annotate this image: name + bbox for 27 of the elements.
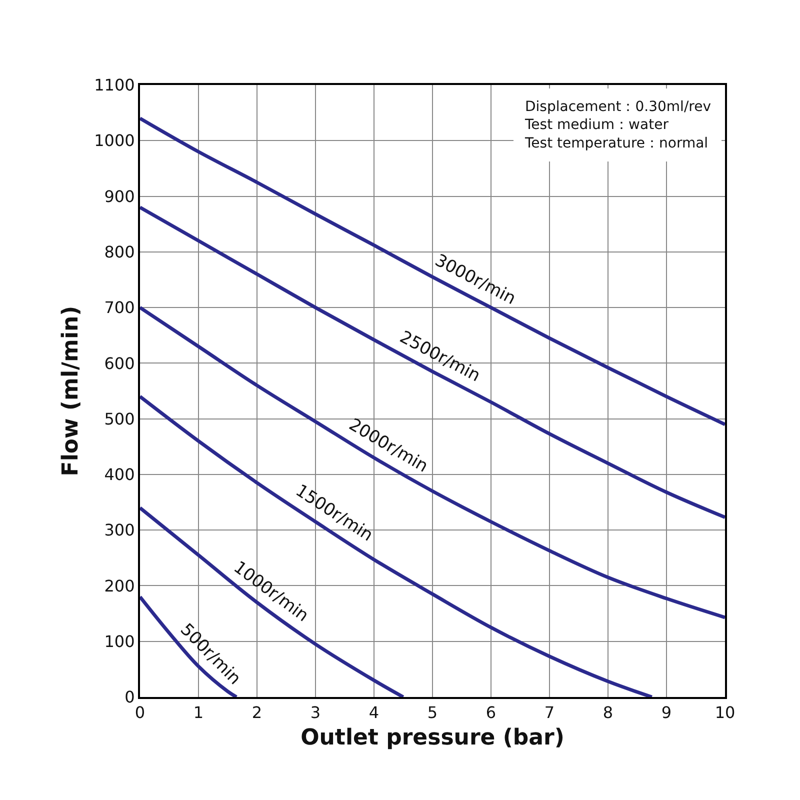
x-tick-label: 6 xyxy=(486,703,496,722)
y-tick-label: 900 xyxy=(104,186,135,206)
y-tick-label: 1000 xyxy=(94,131,135,150)
annotation: Displacement：0.30ml/rev Test medium：water Test temperature：normal xyxy=(524,99,712,152)
x-tick-label: 8 xyxy=(602,703,614,722)
x-tick-label: 10 xyxy=(714,703,736,722)
y-tick-label: 200 xyxy=(104,576,135,596)
y-tick-label: 300 xyxy=(104,520,135,540)
y-tick-label: 500 xyxy=(104,409,135,428)
y-tick-label: 700 xyxy=(104,298,135,318)
line-series xyxy=(140,394,654,697)
y-tick-label: 100 xyxy=(104,632,135,651)
x-tick-label: 3 xyxy=(310,703,321,722)
x-tick-label: 9 xyxy=(661,703,672,722)
x-tick-label: 1 xyxy=(193,703,204,722)
y-tick-label: 800 xyxy=(104,242,135,262)
y-tick-label: 1100 xyxy=(94,76,135,95)
y-axis-title: Flow (ml/min) xyxy=(58,306,84,476)
x-tick-label: 5 xyxy=(427,703,438,722)
line-series xyxy=(140,306,725,620)
y-tick-label: 600 xyxy=(104,354,135,373)
y-tick-label: 400 xyxy=(104,465,135,484)
x-tick-label: 4 xyxy=(368,703,380,722)
x-tick-label: 2 xyxy=(252,703,262,722)
x-axis-title: Outlet pressure (bar) xyxy=(300,726,564,751)
y-tick-label: 0 xyxy=(124,688,135,707)
x-tick-label: 7 xyxy=(544,703,555,722)
